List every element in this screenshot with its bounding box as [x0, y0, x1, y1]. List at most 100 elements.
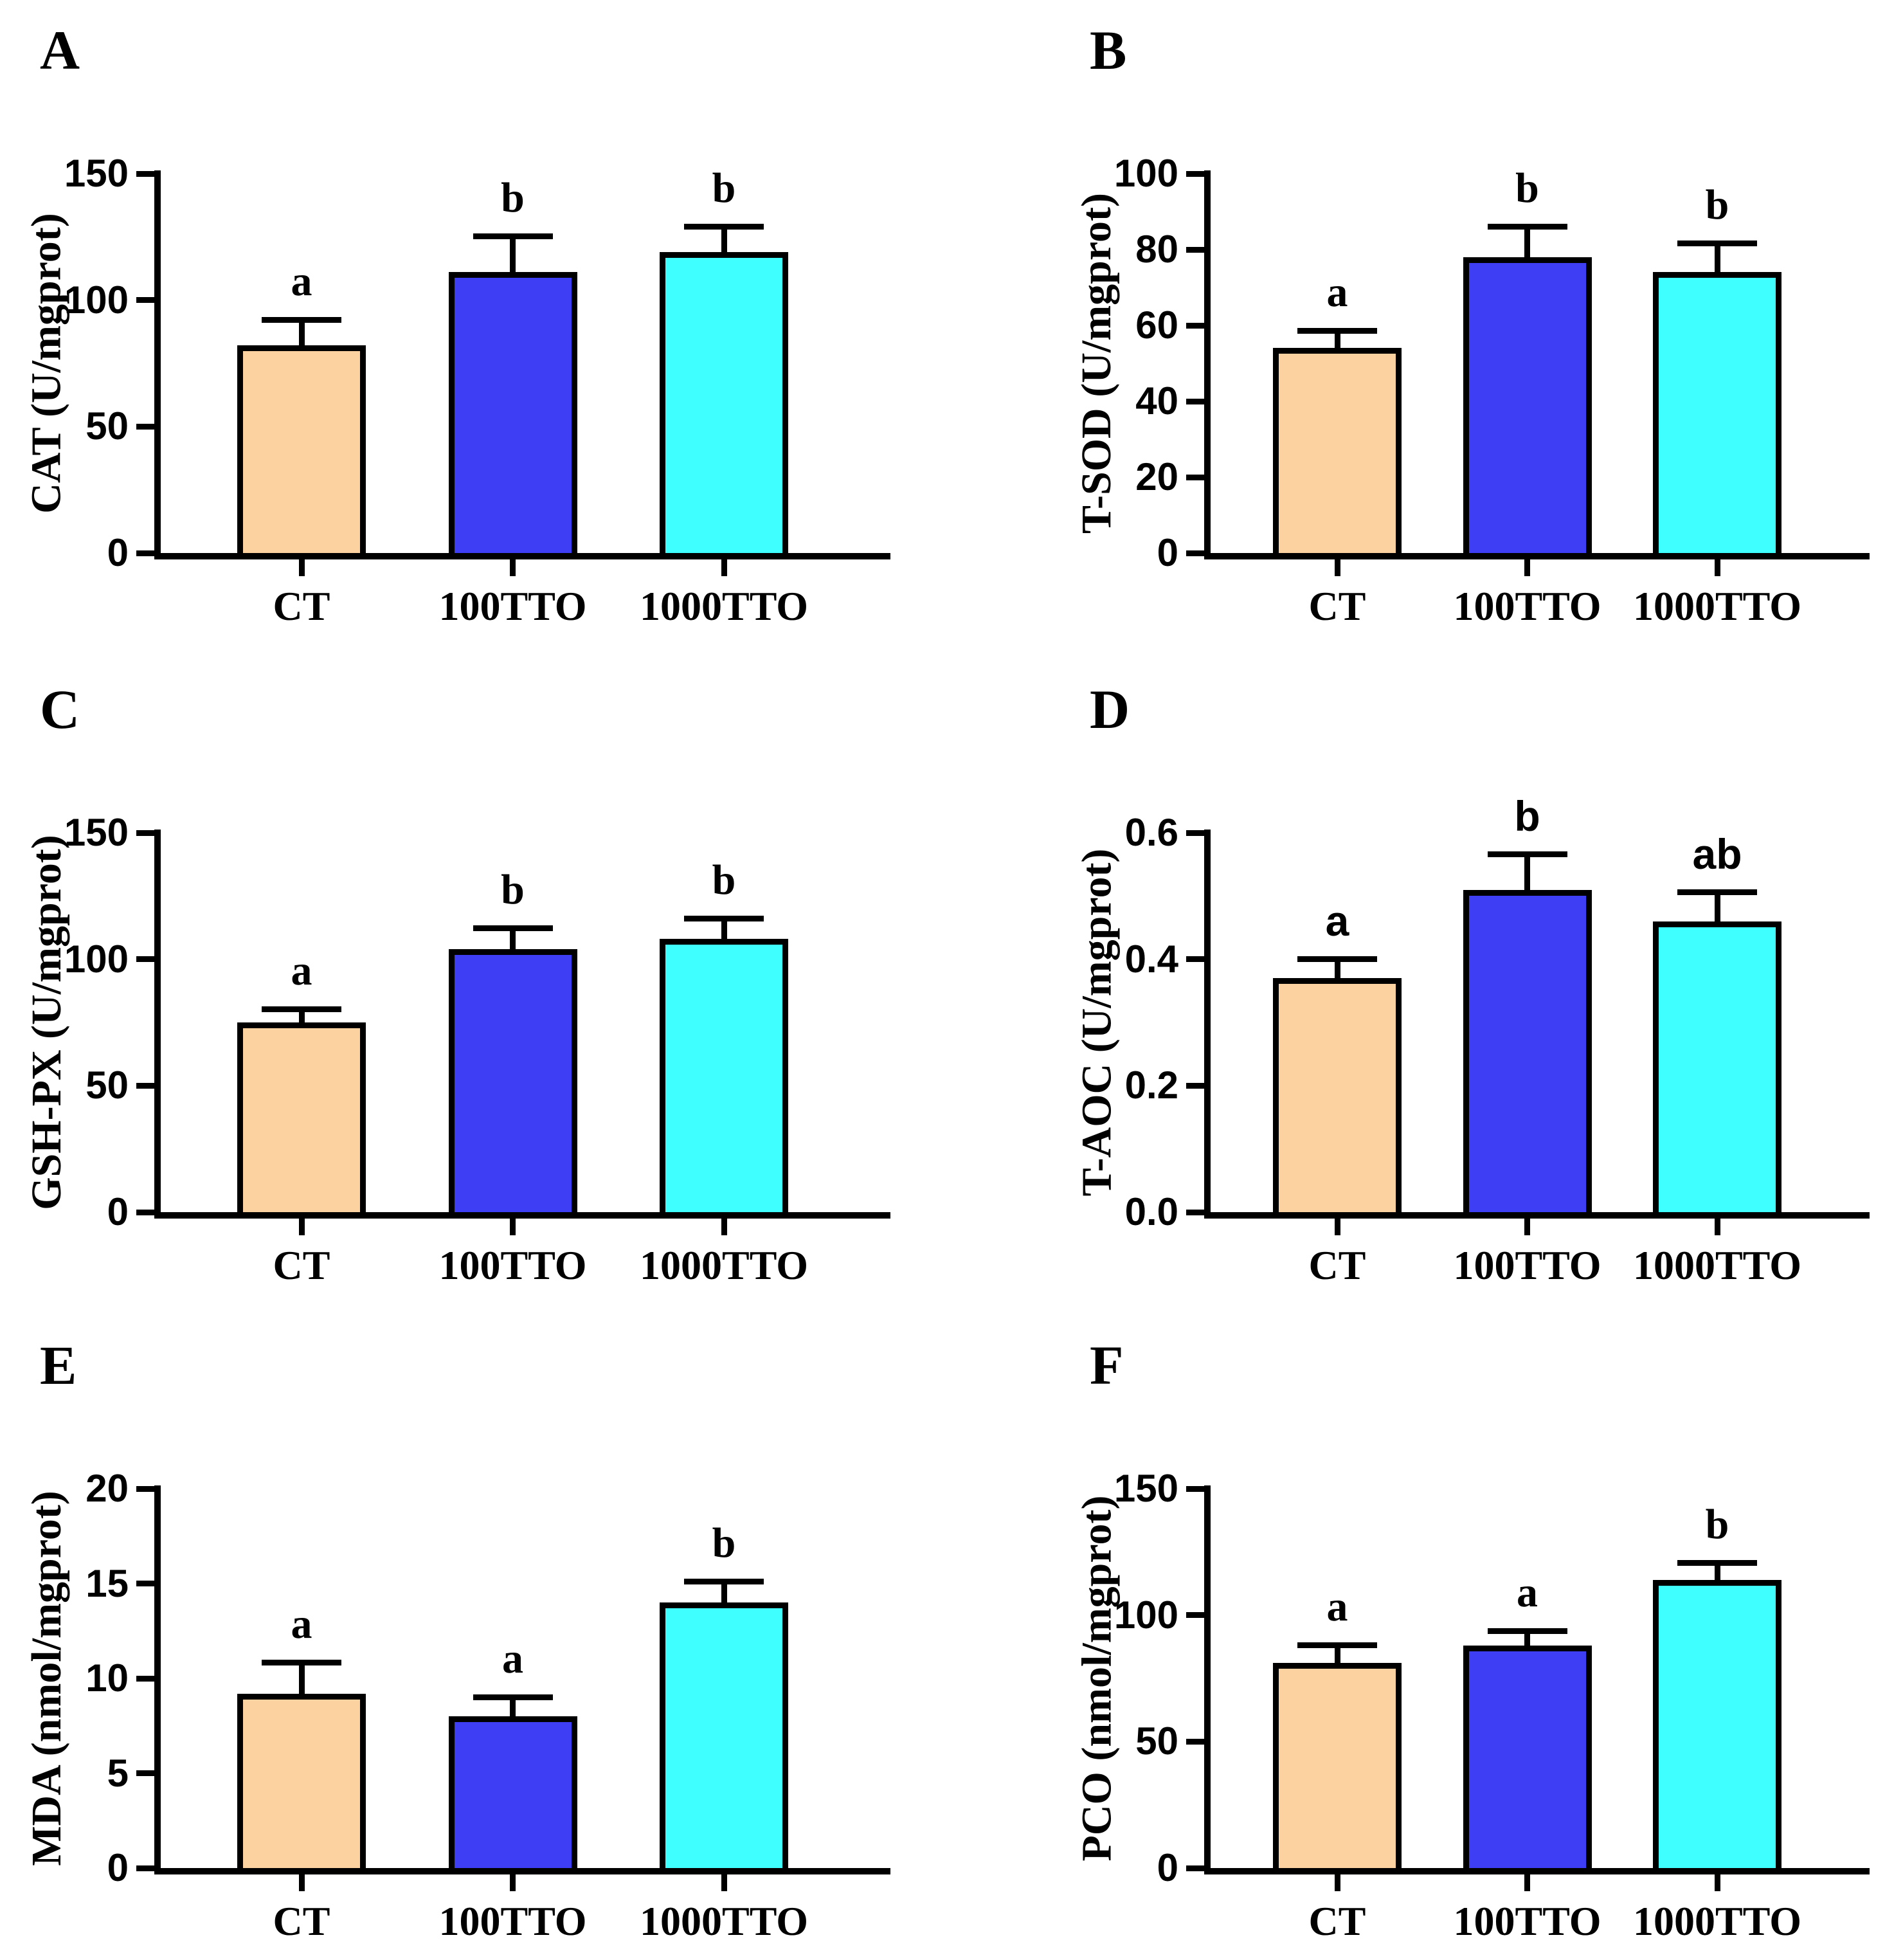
plot-area: 0 50 100 150 a CT a 100TTO b 1000TTO — [1114, 1468, 1870, 1944]
significance-letter: a — [291, 1601, 312, 1648]
x-tick — [1334, 1874, 1340, 1891]
significance-letter: a — [1517, 1569, 1538, 1617]
bar — [660, 939, 788, 1212]
error-bar-cap — [1487, 223, 1567, 230]
x-tick — [298, 1874, 305, 1891]
x-tick — [1334, 1219, 1340, 1235]
y-tick — [1186, 1865, 1204, 1871]
error-bar-cap — [473, 925, 553, 932]
y-tick-label: 0 — [1157, 1846, 1178, 1889]
panel-B: B T-SOD (U/mgprot) 0 20 40 60 80 100 a CT b 100TT… — [947, 6, 1894, 643]
category-label: 1000TTO — [640, 1898, 808, 1944]
y-tick-label: 0 — [107, 1846, 129, 1889]
y-tick — [1186, 956, 1204, 963]
y-tick — [1186, 1485, 1204, 1492]
y-tick — [136, 170, 154, 177]
bar — [1463, 1645, 1592, 1868]
category-label: 100TTO — [1453, 1898, 1601, 1944]
y-tick — [136, 1865, 154, 1871]
x-axis-line — [1204, 1868, 1870, 1874]
bar — [237, 345, 366, 553]
category-label: CT — [1308, 1242, 1366, 1288]
x-tick — [1334, 559, 1340, 576]
error-bar-vertical — [1334, 331, 1340, 352]
x-tick — [1714, 1874, 1720, 1891]
y-axis-title-text: GSH-PX (U/mgprot) — [23, 835, 70, 1210]
x-tick — [510, 1219, 516, 1235]
significance-letter: b — [712, 856, 736, 903]
error-bar-vertical — [510, 1697, 516, 1720]
significance-letter: b — [1705, 1501, 1729, 1548]
y-tick-label: 60 — [1135, 304, 1178, 347]
category-label: 100TTO — [438, 1242, 587, 1288]
y-axis-title-text: T-AOC (U/mgprot) — [1073, 848, 1121, 1197]
y-tick — [1186, 170, 1204, 177]
error-bar-cap — [1677, 1560, 1757, 1566]
category-label: CT — [273, 1898, 330, 1944]
bar — [448, 948, 577, 1212]
y-tick-label: 50 — [86, 1064, 129, 1107]
y-tick-label: 20 — [86, 1467, 129, 1510]
error-bar-vertical — [510, 237, 516, 277]
panel-letter: D — [1090, 678, 1130, 740]
y-axis-line — [154, 170, 161, 559]
plot-area: 0 50 100 150 a CT b 100TTO b 1000TTO — [64, 153, 890, 629]
y-tick-label: 10 — [86, 1656, 129, 1700]
y-tick — [136, 1485, 154, 1492]
y-tick-label: 40 — [1135, 379, 1178, 422]
y-tick-label: 50 — [86, 404, 129, 448]
significance-letter: b — [1514, 792, 1540, 840]
error-bar-vertical — [1334, 959, 1340, 983]
category-label: CT — [1308, 1898, 1366, 1944]
error-bar-vertical — [298, 1663, 305, 1698]
panel-letter: E — [40, 1334, 77, 1396]
significance-letter: b — [1515, 164, 1539, 212]
y-tick-label: 0.0 — [1124, 1190, 1178, 1233]
y-tick — [136, 1209, 154, 1215]
y-tick — [136, 956, 154, 963]
category-label: 100TTO — [438, 1898, 587, 1944]
y-tick — [136, 423, 154, 430]
y-tick-label: 100 — [64, 937, 129, 981]
y-axis-title: T-AOC (U/mgprot) — [1068, 833, 1126, 1212]
error-bar-cap — [1297, 327, 1377, 334]
significance-letter: b — [1705, 181, 1729, 229]
x-tick — [1524, 1219, 1530, 1235]
y-axis-title-text: CAT (U/mgprot) — [23, 213, 71, 514]
x-tick — [721, 559, 727, 576]
bar — [448, 272, 577, 553]
y-tick-label: 80 — [1135, 228, 1178, 271]
error-bar-vertical — [721, 918, 727, 943]
category-label: 100TTO — [438, 583, 587, 629]
category-label: 100TTO — [1453, 1242, 1601, 1288]
significance-letter: b — [712, 164, 736, 212]
y-tick-label: 20 — [1135, 455, 1178, 498]
x-tick — [298, 559, 305, 576]
bar — [1653, 921, 1781, 1212]
x-tick — [1714, 1219, 1720, 1235]
y-tick — [136, 1581, 154, 1586]
error-bar-vertical — [1524, 855, 1530, 894]
x-axis-line — [154, 1212, 890, 1219]
x-tick — [1714, 559, 1720, 576]
y-tick — [1186, 322, 1204, 329]
significance-letter: a — [291, 947, 312, 995]
y-tick-label: 150 — [64, 152, 129, 195]
y-tick-label: 100 — [1114, 1593, 1178, 1637]
y-axis-line — [1204, 830, 1211, 1219]
error-bar-cap — [262, 1006, 341, 1013]
x-tick — [510, 559, 516, 576]
significance-letter: b — [712, 1519, 736, 1566]
bar — [1653, 1579, 1781, 1868]
y-tick-label: 5 — [107, 1751, 129, 1795]
x-tick — [721, 1874, 727, 1891]
plot-area: 0 5 10 15 20 a CT a 100TTO b 1000TTO — [86, 1468, 890, 1944]
x-tick — [1524, 559, 1530, 576]
category-label: 100TTO — [1453, 583, 1601, 629]
panel-E: E MDA (nmol/mgprot) 0 5 10 15 20 a CT a 100TTO b 1… — [0, 1321, 947, 1958]
x-axis-line — [1204, 1212, 1870, 1219]
y-tick — [1186, 1209, 1204, 1215]
y-tick — [1186, 1612, 1204, 1619]
y-axis-title: GSH-PX (U/mgprot) — [18, 833, 76, 1212]
y-tick-label: 0 — [107, 1190, 129, 1233]
